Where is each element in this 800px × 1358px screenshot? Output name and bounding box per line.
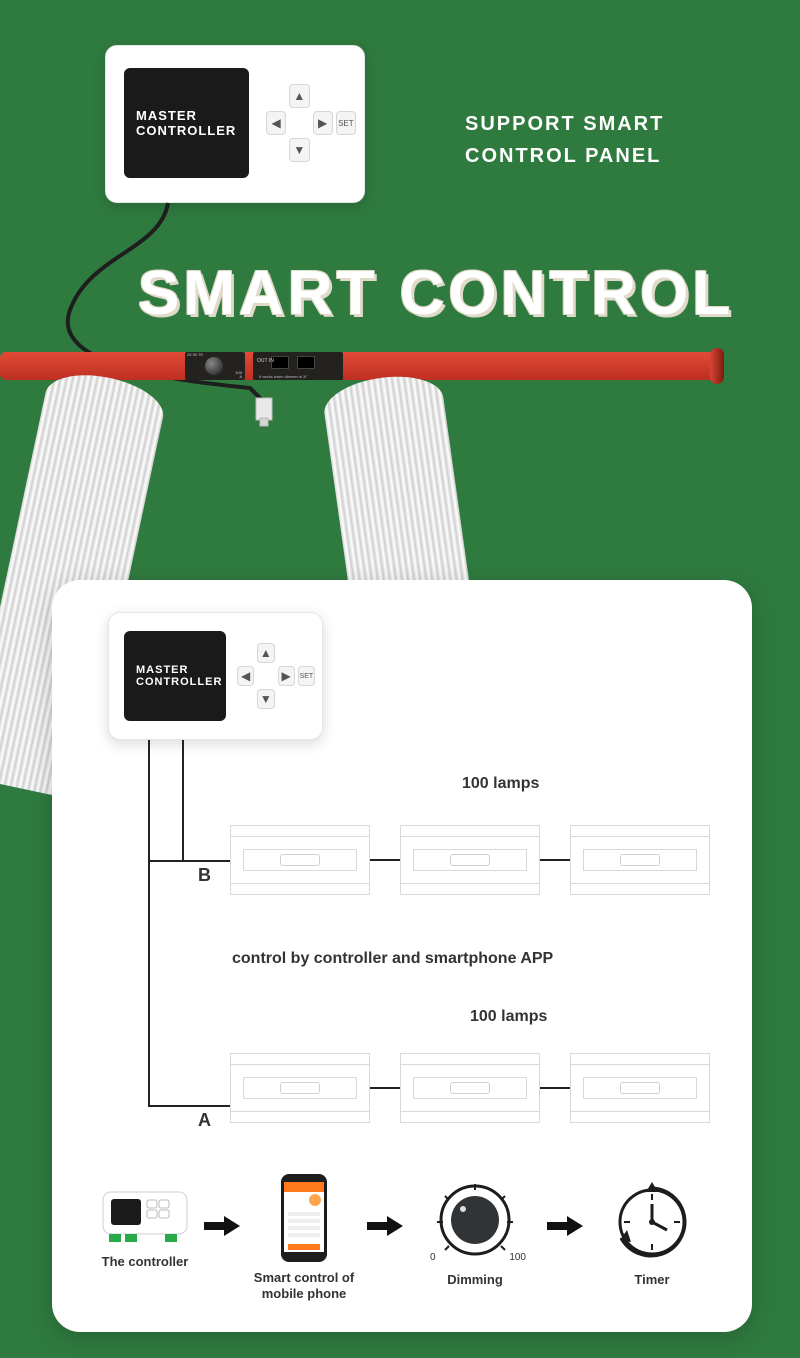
diagram-card: MASTER CONTROLLER ▲ ◀ ▶ SET ▼ B 100 lamp…: [52, 580, 752, 1332]
feature-timer-caption: Timer: [634, 1272, 669, 1288]
dimmer-panel: 25 50 75 100A: [185, 352, 245, 380]
timer-clock-icon: [607, 1180, 697, 1266]
port-note: It works when dimmer is"A": [259, 374, 307, 379]
port-in-icon[interactable]: [297, 356, 315, 369]
dial-max-label: 100: [509, 1252, 526, 1263]
master-controller-card: MASTER CONTROLLER ▲ ◀ ▶ SET ▼: [108, 612, 323, 740]
btn2-set[interactable]: SET: [298, 666, 315, 686]
redbar-endcap: [710, 348, 724, 384]
wire-b-link1: [370, 859, 400, 861]
port-label: OUT IN: [257, 358, 274, 364]
port-panel: OUT IN It works when dimmer is"A": [253, 352, 343, 380]
feature-dimming-caption: Dimming: [447, 1272, 503, 1288]
chain-b-letter: B: [198, 865, 211, 886]
feature-timer: Timer: [592, 1180, 712, 1288]
controller-screen-line2: CONTROLLER: [136, 123, 249, 138]
feature-dimming: 0 100 Dimming: [410, 1180, 540, 1288]
feature-controller-caption: The controller: [102, 1254, 189, 1270]
arrow-2-icon: [367, 1214, 403, 1238]
dimmer-labels: 25 50 75: [187, 353, 203, 357]
btn-right[interactable]: ▶: [313, 111, 333, 135]
wire-vert-main: [148, 740, 150, 1106]
support-line1: SUPPORT SMART: [465, 108, 664, 140]
dimmer-labels-2: 100A: [235, 371, 242, 379]
wire-b-horiz: [148, 860, 230, 862]
btn2-up[interactable]: ▲: [257, 643, 274, 663]
red-device-bar: [0, 352, 720, 380]
btn2-right[interactable]: ▶: [278, 666, 295, 686]
smartphone-icon: [279, 1172, 329, 1264]
btn-set[interactable]: SET: [336, 111, 356, 135]
wire-a-link2: [540, 1087, 570, 1089]
btn-up[interactable]: ▲: [289, 84, 309, 108]
wire-a-horiz: [148, 1105, 230, 1107]
controller-dpad-2: ▲ ◀ ▶ SET ▼: [237, 643, 315, 709]
controller-screen: MASTER CONTROLLER: [124, 68, 249, 178]
btn2-left[interactable]: ◀: [237, 666, 254, 686]
lamp-a1: [230, 1053, 370, 1123]
chain-a-count: 100 lamps: [470, 1008, 547, 1026]
btn2-down[interactable]: ▼: [257, 689, 274, 709]
btn-down[interactable]: ▼: [289, 138, 309, 162]
support-text: SUPPORT SMART CONTROL PANEL: [465, 108, 664, 172]
controller-screen-2: MASTER CONTROLLER: [124, 631, 226, 721]
dial-min-label: 0: [430, 1252, 436, 1263]
master-controller-top: MASTER CONTROLLER ▲ ◀ ▶ SET ▼: [105, 45, 365, 203]
wire-b-link2: [540, 859, 570, 861]
wire-b-vert: [182, 740, 184, 860]
wire-a-link1: [370, 1087, 400, 1089]
controller-screen2-line2: CONTROLLER: [136, 676, 226, 688]
controller-mini-icon: [97, 1188, 193, 1248]
lamp-b2: [400, 825, 540, 895]
chain-a-letter: A: [198, 1110, 211, 1131]
diagram-center-text: control by controller and smartphone APP: [232, 950, 553, 968]
chain-b-count: 100 lamps: [462, 775, 539, 793]
arrow-1-icon: [204, 1214, 240, 1238]
dimmer-knob-icon[interactable]: [205, 357, 223, 375]
btn-left[interactable]: ◀: [266, 111, 286, 135]
controller-screen-line1: MASTER: [136, 108, 249, 123]
controller-screen2-line1: MASTER: [136, 664, 226, 676]
lamp-b1: [230, 825, 370, 895]
feature-phone: Smart control of mobile phone: [244, 1172, 364, 1303]
arrow-3-icon: [547, 1214, 583, 1238]
lamp-b3: [570, 825, 710, 895]
lamp-a2: [400, 1053, 540, 1123]
lamp-a3: [570, 1053, 710, 1123]
controller-dpad: ▲ ◀ ▶ SET ▼: [266, 84, 356, 162]
feature-phone-caption: Smart control of mobile phone: [254, 1270, 354, 1303]
feature-controller: The controller: [90, 1188, 200, 1270]
support-line2: CONTROL PANEL: [465, 140, 664, 172]
